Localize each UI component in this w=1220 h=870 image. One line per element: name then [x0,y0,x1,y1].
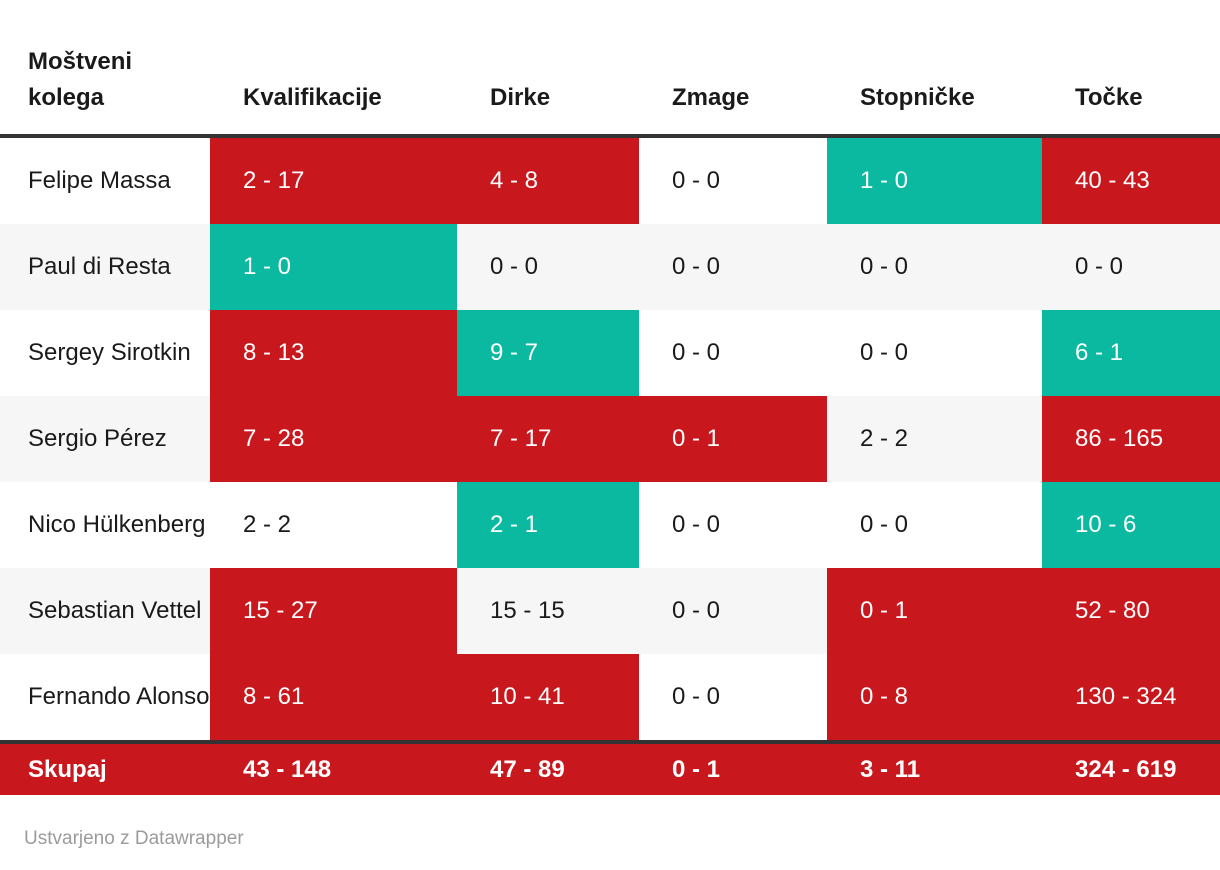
cell-podiums: 0 - 1 [827,568,1042,654]
cell-points: 52 - 80 [1042,568,1220,654]
cell-qualifying: 1 - 0 [210,224,457,310]
column-header-points: Točke [1075,84,1143,111]
total-cell-races: 47 - 89 [490,755,565,783]
cell-races: 10 - 41 [457,654,639,740]
teammate-name: Felipe Massa [28,167,171,194]
cell-qualifying: 8 - 61 [210,654,457,740]
column-header-qualifying: Kvalifikacije [243,84,382,111]
cell-points: 40 - 43 [1042,138,1220,224]
teammate-name: Sergey Sirotkin [28,339,191,366]
cell-podiums: 2 - 2 [860,425,909,452]
table-total-row: Skupaj 43 - 148 47 - 89 0 - 1 3 - 11 324… [0,740,1220,795]
cell-races: 7 - 17 [457,396,639,482]
datawrapper-table: Moštveni kolega Kvalifikacije Dirke Zmag… [0,0,1220,849]
cell-qualifying: 8 - 13 [210,310,457,396]
table-row: Felipe Massa 2 - 17 4 - 8 0 - 0 1 - 0 40 - 43 [0,138,1220,224]
cell-races: 0 - 0 [490,253,539,280]
cell-points: 6 - 1 [1042,310,1220,396]
teammate-name: Nico Hülkenberg [28,511,206,538]
teammate-name: Sergio Pérez [28,425,167,452]
cell-races: 15 - 15 [490,597,565,624]
cell-wins: 0 - 0 [672,253,721,280]
total-cell-podiums: 3 - 11 [860,755,921,783]
table-row: Nico Hülkenberg 2 - 2 2 - 1 0 - 0 0 - 0 10 - … [0,482,1220,568]
cell-qualifying: 2 - 17 [210,138,457,224]
cell-races: 2 - 1 [457,482,639,568]
total-cell-wins: 0 - 1 [672,755,721,783]
cell-wins: 0 - 0 [672,597,721,624]
cell-races: 9 - 7 [457,310,639,396]
column-header-wins: Zmage [672,84,750,111]
cell-points: 86 - 165 [1042,396,1220,482]
total-cell-qualifying: 43 - 148 [243,755,332,783]
cell-wins: 0 - 0 [672,511,721,538]
table-row: Paul di Resta 1 - 0 0 - 0 0 - 0 0 - 0 0 - 0 [0,224,1220,310]
total-label: Skupaj [28,755,107,783]
cell-podiums: 1 - 0 [827,138,1042,224]
table-row: Sebastian Vettel 15 - 27 15 - 15 0 - 0 0 - 1… [0,568,1220,654]
table-row: Sergio Pérez 7 - 28 7 - 17 0 - 1 2 - 2 86 - 1… [0,396,1220,482]
column-header-teammate: Moštveni kolega [28,48,133,111]
cell-podiums: 0 - 0 [860,511,909,538]
cell-points: 130 - 324 [1042,654,1220,740]
cell-wins: 0 - 0 [672,683,721,710]
table-row: Fernando Alonso 8 - 61 10 - 41 0 - 0 0 - 8 13… [0,654,1220,740]
cell-podiums: 0 - 0 [860,253,909,280]
total-cell-points: 324 - 619 [1075,755,1177,783]
column-header-podiums: Stopničke [860,84,975,111]
cell-points: 10 - 6 [1042,482,1220,568]
cell-podiums: 0 - 8 [827,654,1042,740]
cell-wins: 0 - 0 [672,339,721,366]
teammate-name: Fernando Alonso [28,683,210,710]
datawrapper-attribution: Ustvarjeno z Datawrapper [24,828,244,849]
cell-qualifying: 7 - 28 [210,396,457,482]
cell-podiums: 0 - 0 [860,339,909,366]
cell-points: 0 - 0 [1075,253,1124,280]
teammate-name: Sebastian Vettel [28,597,202,624]
cell-qualifying: 15 - 27 [210,568,457,654]
table-header-row: Moštveni kolega Kvalifikacije Dirke Zmag… [0,0,1220,138]
column-header-races: Dirke [490,84,551,111]
cell-wins: 0 - 1 [639,396,827,482]
teammate-name: Paul di Resta [28,253,171,280]
cell-qualifying: 2 - 2 [243,511,292,538]
table-row: Sergey Sirotkin 8 - 13 9 - 7 0 - 0 0 - 0 6 - … [0,310,1220,396]
cell-wins: 0 - 0 [672,167,721,194]
cell-races: 4 - 8 [457,138,639,224]
